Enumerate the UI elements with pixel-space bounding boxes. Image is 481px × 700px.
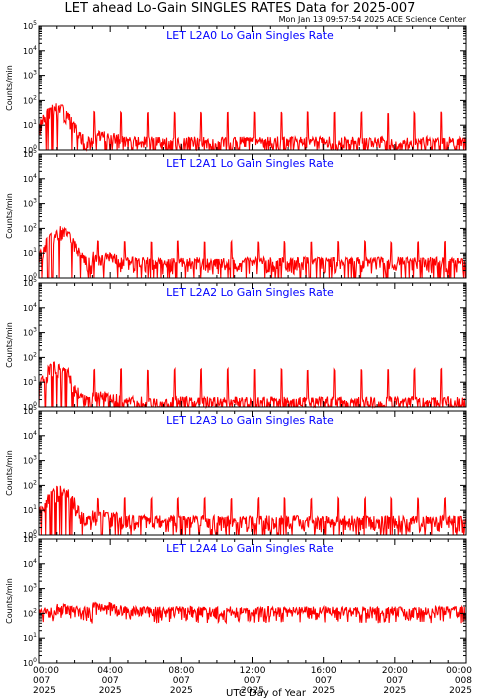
panel-title: LET L2A1 Lo Gain Singles Rate [166,157,334,170]
y-tick-label: 101 [23,632,37,643]
y-axis-label: Counts/min [5,578,14,624]
series-line [38,485,467,536]
panel-3: 100 101 102 103 104 105 LET L2A3 Lo Gain Singl… [5,405,467,540]
x-tick-label: 16:00 [311,666,337,676]
y-tick-label: 102 [23,94,37,105]
x-tick-label: 2025 [99,686,122,696]
y-tick-label: 102 [23,351,37,362]
x-tick-label: 04:00 [97,666,123,676]
y-tick-label: 102 [23,222,37,233]
x-tick-label: 00:00 [446,666,472,676]
x-tick-label: 2025 [170,686,193,696]
y-tick-label: 105 [23,20,37,31]
y-tick-label: 100 [23,657,37,668]
y-tick-label: 101 [23,504,37,515]
y-tick-label: 100 [23,272,37,283]
panel-2: 100 101 102 103 104 105 LET L2A2 Lo Gain Singl… [5,277,467,412]
y-tick-label: 100 [23,529,37,540]
y-axis-label: Counts/min [5,450,14,496]
x-tick-label: 2025 [241,686,264,696]
y-tick-label: 104 [23,173,37,184]
y-tick-label: 103 [23,327,37,338]
x-axis-labels: 00:00007202504:00007202508:00007202512:0… [33,666,472,696]
y-tick-label: 102 [23,607,37,618]
y-tick-label: 105 [23,533,37,544]
x-tick-label: 008 [455,676,472,686]
panel-frame [38,538,467,664]
x-tick-label: 2025 [312,686,335,696]
y-tick-label: 103 [23,455,37,466]
y-tick-label: 104 [23,45,37,56]
panel-title: LET L2A2 Lo Gain Singles Rate [166,286,334,299]
x-tick-label: 2025 [33,686,56,696]
y-tick-label: 104 [23,302,37,313]
y-tick-label: 101 [23,247,37,258]
y-tick-label: 104 [23,430,37,441]
x-tick-label: 007 [102,676,119,686]
panel-title: LET L2A0 Lo Gain Singles Rate [166,29,334,42]
series-line [38,226,467,279]
y-axis-label: Counts/min [5,322,14,368]
y-tick-label: 103 [23,583,37,594]
figure-title: LET ahead Lo-Gain SINGLES RATES Data for… [65,1,416,16]
y-axis-label: Counts/min [5,65,14,111]
x-tick-label: 007 [33,676,50,686]
x-tick-label: 2025 [383,686,406,696]
y-tick-label: 100 [23,401,37,412]
y-tick-label: 104 [23,558,37,569]
y-tick-label: 105 [23,277,37,288]
x-tick-label: 12:00 [240,666,266,676]
x-tick-label: 007 [244,676,261,686]
x-tick-label: 08:00 [168,666,194,676]
x-tick-label: 00:00 [33,666,59,676]
y-tick-label: 105 [23,148,37,159]
chart-panels: 100 101 102 103 104 105 LET L2A0 Lo Gain Singl… [5,20,467,668]
series-line [38,601,467,625]
y-tick-label: 101 [23,119,37,130]
panel-1: 100 101 102 103 104 105 LET L2A1 Lo Gain Singl… [5,148,467,283]
y-tick-label: 100 [23,144,37,155]
y-tick-label: 102 [23,479,37,490]
y-tick-label: 101 [23,376,37,387]
x-tick-label: 2025 [449,686,472,696]
x-axis-label: UTC Day of Year [226,688,307,699]
panel-title: LET L2A4 Lo Gain Singles Rate [166,542,334,555]
series-line [38,361,466,410]
x-tick-label: 007 [386,676,403,686]
panel-0: 100 101 102 103 104 105 LET L2A0 Lo Gain Singl… [5,20,467,155]
y-tick-label: 103 [23,70,37,81]
panel-4: 100 101 102 103 104 105 LET L2A4 Lo Gain Singl… [5,533,467,668]
panel-title: LET L2A3 Lo Gain Singles Rate [166,414,334,427]
series-line [38,103,466,152]
generated-timestamp: Mon Jan 13 09:57:54 2025 ACE Science Cen… [279,15,467,24]
x-tick-label: 20:00 [382,666,408,676]
x-tick-label: 007 [315,676,332,686]
panel-frame [38,282,467,408]
y-axis-label: Counts/min [5,193,14,239]
y-tick-label: 105 [23,405,37,416]
x-tick-label: 007 [173,676,190,686]
panel-frame [38,25,467,151]
y-tick-label: 103 [23,198,37,209]
